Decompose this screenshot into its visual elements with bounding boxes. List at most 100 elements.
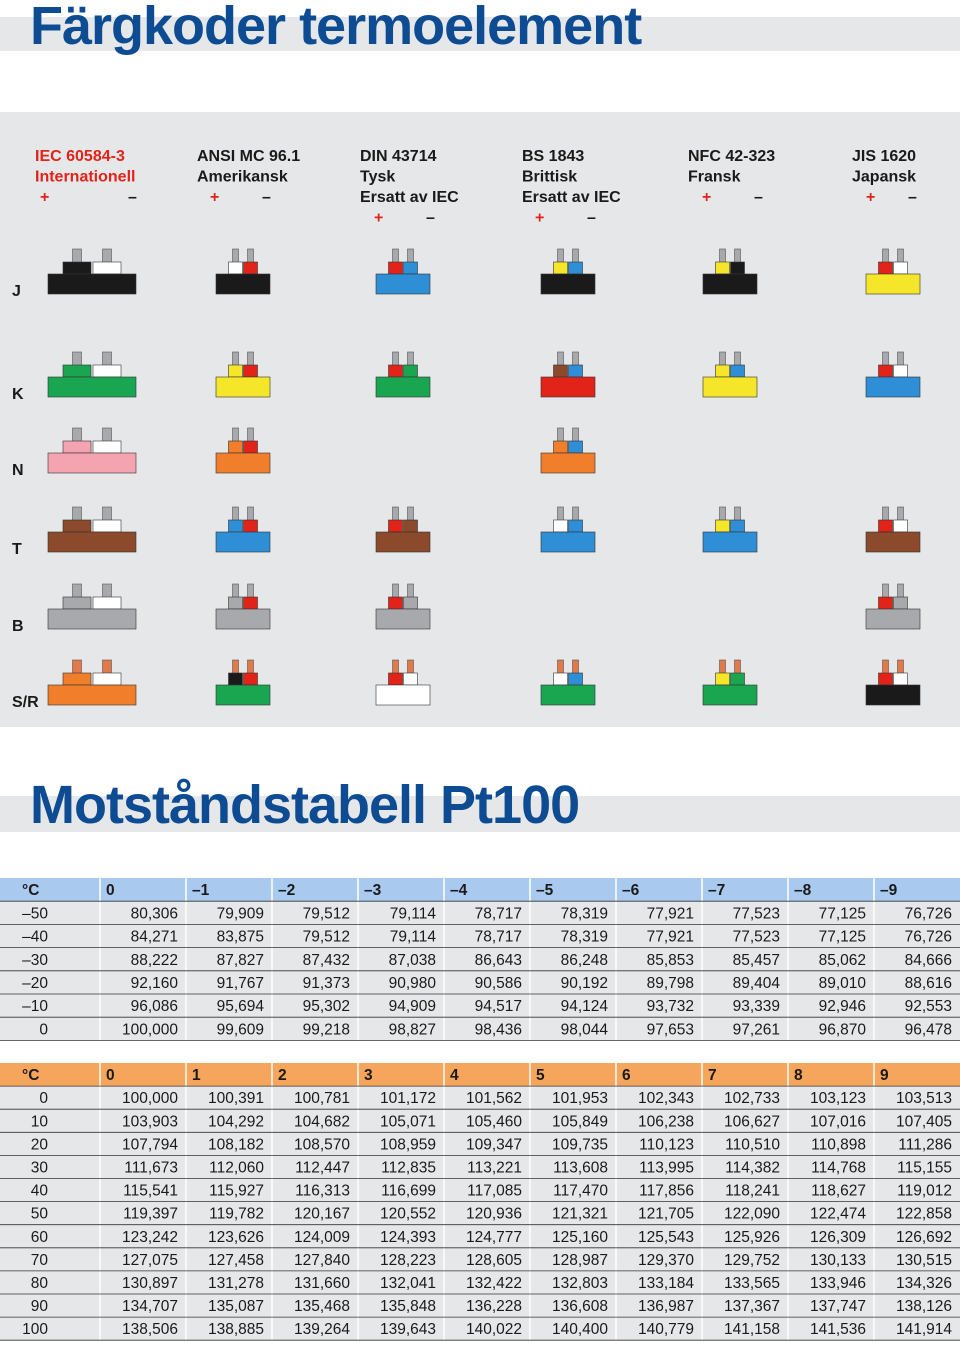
table-cell: 88,616 [905, 975, 952, 992]
plus-block [388, 519, 403, 533]
table-cell: –30 [22, 952, 48, 969]
pin [392, 583, 399, 599]
pin [232, 427, 239, 443]
connector-body [865, 531, 921, 553]
connector-body [47, 452, 137, 474]
connector [540, 351, 596, 398]
plus-block [388, 364, 403, 378]
header-cell: 0 [106, 882, 115, 899]
table-cell: 91,373 [303, 975, 350, 992]
minus-block [568, 261, 583, 275]
table-cell: 100,391 [208, 1090, 264, 1107]
table-cell: 130,897 [122, 1275, 178, 1292]
table-cell: 119,397 [123, 1206, 178, 1223]
table-cell: 108,182 [208, 1136, 264, 1153]
table-cell: 126,692 [896, 1229, 952, 1246]
table-cell: 99,609 [217, 1021, 264, 1038]
table-cell: 140,779 [638, 1321, 694, 1338]
connector-body [215, 684, 271, 706]
pin [72, 427, 82, 443]
header-cell: –1 [192, 882, 210, 899]
row-label: B [12, 618, 24, 635]
plus-block [878, 672, 893, 686]
pin [392, 506, 399, 522]
plus-block [62, 364, 92, 378]
connector-body [215, 273, 271, 295]
pin [72, 659, 82, 675]
connector [47, 506, 137, 553]
connector [47, 351, 137, 398]
header-cell: –5 [536, 882, 554, 899]
table-cell: 96,086 [131, 998, 178, 1015]
table-cell: 101,562 [466, 1090, 522, 1107]
connector-body [375, 273, 431, 295]
pin [232, 583, 239, 599]
plus-sign: + [374, 210, 383, 227]
connector [47, 659, 137, 706]
table-cell: 122,090 [724, 1206, 780, 1223]
table-cell: 141,914 [896, 1321, 952, 1338]
connector [865, 248, 921, 295]
color-panel [0, 112, 960, 727]
pin [572, 248, 579, 264]
pin [247, 583, 254, 599]
plus-block [228, 672, 243, 686]
pin [734, 659, 741, 675]
table-cell: 135,468 [294, 1298, 350, 1315]
table-cell: 100 [22, 1321, 48, 1338]
table-cell: 10 [31, 1113, 49, 1130]
table-header [0, 1063, 960, 1087]
table-cell: 100,781 [294, 1090, 350, 1107]
plus-sign: + [702, 189, 711, 206]
minus-block [243, 596, 258, 610]
table-cell: 103,513 [896, 1090, 952, 1107]
minus-sign: – [908, 189, 917, 206]
pin [719, 659, 726, 675]
header-cell: 2 [278, 1067, 287, 1084]
connector-body [540, 376, 596, 398]
table-cell: 93,732 [647, 998, 694, 1015]
table-cell: 129,370 [638, 1252, 694, 1269]
connector-body [702, 376, 758, 398]
row-label: K [12, 386, 24, 403]
minus-block [893, 364, 908, 378]
table-cell: 92,946 [819, 998, 866, 1015]
table-cell: 0 [39, 1021, 48, 1038]
table-cell: 40 [31, 1183, 49, 1200]
table-cell: 86,643 [475, 952, 522, 969]
table-cell: 103,903 [122, 1113, 178, 1130]
table-cell: 96,478 [905, 1021, 952, 1038]
row-label: J [12, 283, 21, 300]
table-cell: 120,936 [466, 1206, 522, 1223]
plus-block [878, 261, 893, 275]
minus-block [92, 261, 122, 275]
connector-body [865, 273, 921, 295]
table-cell: 130,133 [810, 1252, 866, 1269]
pin [897, 248, 904, 264]
table-cell: 137,367 [724, 1298, 780, 1315]
minus-block [92, 364, 122, 378]
header-cell: –6 [622, 882, 640, 899]
table-header [0, 878, 960, 902]
table-cell: 114,382 [725, 1160, 780, 1177]
table-cell: 136,608 [552, 1298, 608, 1315]
plus-block [715, 672, 730, 686]
table-cell: 89,010 [819, 975, 867, 992]
connector [375, 583, 431, 630]
connector [215, 659, 271, 706]
minus-block [243, 261, 258, 275]
table-cell: 79,512 [303, 905, 350, 922]
plus-block [62, 672, 92, 686]
pin [897, 659, 904, 675]
connector [540, 659, 596, 706]
table-cell: 122,474 [810, 1206, 866, 1223]
connector-body [215, 608, 271, 630]
minus-block [568, 672, 583, 686]
table-cell: 105,849 [552, 1113, 608, 1130]
minus-block [243, 519, 258, 533]
pin [734, 351, 741, 367]
title-band [0, 17, 960, 51]
table-cell: 138,126 [896, 1298, 952, 1315]
standard-label: Tysk [360, 169, 395, 186]
table-cell: 110,898 [811, 1136, 866, 1153]
